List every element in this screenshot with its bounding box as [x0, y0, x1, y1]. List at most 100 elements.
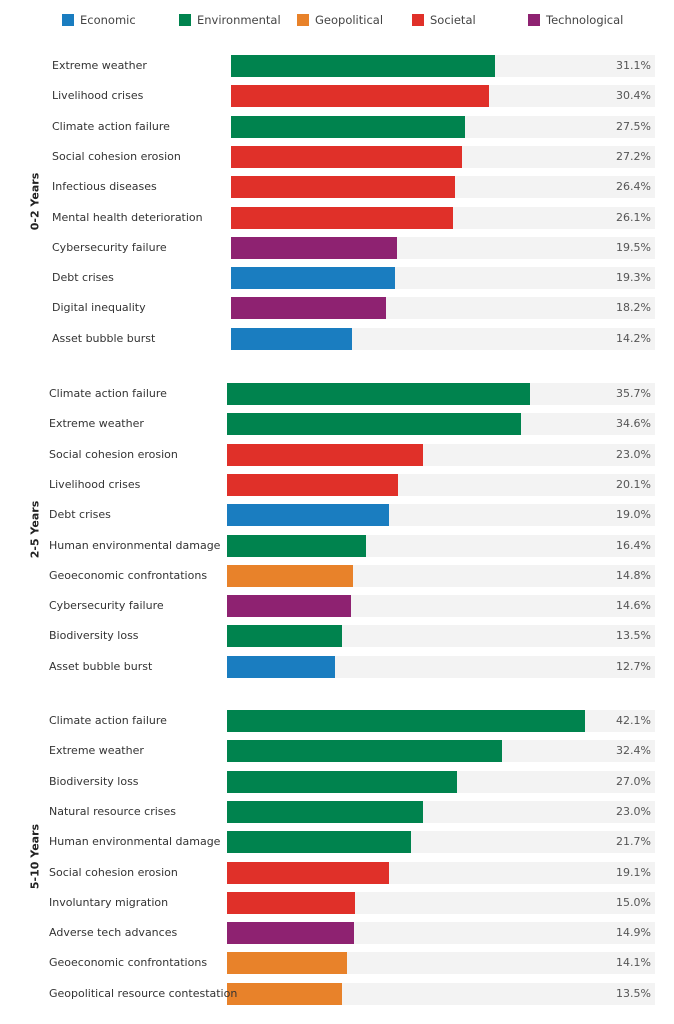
data-label: 19.5% [616, 240, 651, 254]
bar-label: Cybersecurity failure [49, 599, 164, 613]
bar [231, 115, 465, 138]
legend-swatch [62, 14, 74, 26]
bar-label: Biodiversity loss [49, 774, 139, 788]
bar [231, 55, 496, 77]
bar [227, 625, 342, 648]
data-label: 30.4% [616, 89, 651, 103]
data-label: 26.4% [616, 180, 651, 194]
bar-label: Infectious diseases [52, 180, 157, 194]
bar-label: Debt crises [52, 271, 114, 285]
bar [231, 145, 463, 168]
bar [231, 236, 397, 259]
legend-swatch [528, 14, 540, 26]
data-label: 27.2% [616, 149, 651, 163]
data-label: 19.3% [616, 271, 651, 285]
bar [231, 267, 396, 290]
bar-label: Debt crises [49, 508, 111, 522]
legend-label: Environmental [197, 13, 281, 27]
bar [227, 595, 352, 618]
bar [227, 831, 412, 854]
bar-label: Digital inequality [52, 301, 146, 315]
data-label: 21.7% [616, 835, 651, 849]
bar-label: Livelihood crises [49, 477, 141, 491]
data-label: 16.4% [616, 538, 651, 552]
data-label: 27.0% [616, 774, 651, 788]
data-label: 14.1% [616, 956, 651, 970]
legend-entry-economic: Economic [62, 13, 136, 27]
bar [227, 383, 531, 405]
bar-label: Geoeconomic confrontations [49, 956, 208, 970]
bar-label: Climate action failure [52, 119, 170, 133]
data-label: 27.5% [616, 119, 651, 133]
bar-label: Geoeconomic confrontations [49, 568, 208, 582]
legend-entry-societal: Societal [412, 13, 476, 27]
bar-label: Climate action failure [49, 714, 167, 727]
data-label: 14.2% [616, 331, 651, 345]
legend-label: Economic [80, 13, 136, 27]
bar [231, 176, 456, 199]
bar-label: Social cohesion erosion [49, 865, 178, 879]
bar [231, 297, 386, 320]
bar-label: Human environmental damage [49, 538, 221, 552]
bar-label: Biodiversity loss [49, 629, 139, 643]
data-label: 14.6% [616, 599, 651, 613]
data-label: 20.1% [616, 477, 651, 491]
bar-label: Cybersecurity failure [52, 240, 167, 254]
bar-label: Geopolitical resource contestation [49, 986, 238, 1000]
bar-label: Asset bubble burst [52, 331, 156, 345]
bar-label: Adverse tech advances [49, 926, 178, 940]
bar [227, 800, 423, 823]
data-label: 15.0% [616, 895, 651, 909]
bar [227, 891, 355, 914]
data-label: 31.1% [616, 59, 651, 72]
legend-label: Societal [430, 13, 476, 27]
data-label: 14.9% [616, 926, 651, 940]
legend-label: Technological [546, 13, 624, 27]
bar-label: Extreme weather [49, 417, 144, 431]
data-label: 42.1% [616, 714, 651, 727]
data-label: 34.6% [616, 417, 651, 431]
bar [227, 710, 585, 732]
bar [227, 564, 353, 587]
legend-swatch [179, 14, 191, 26]
bar-label: Extreme weather [52, 59, 147, 72]
bar [227, 413, 522, 436]
bar [227, 443, 423, 466]
data-label: 14.8% [616, 568, 651, 582]
data-label: 13.5% [616, 629, 651, 643]
data-label: 12.7% [616, 659, 651, 673]
bar [227, 952, 347, 975]
data-label: 19.0% [616, 508, 651, 522]
bar [227, 770, 457, 793]
bar [227, 922, 354, 945]
bar-label: Natural resource crises [49, 804, 176, 818]
bar [231, 327, 352, 350]
bar-label: Human environmental damage [49, 835, 221, 849]
bar-label: Social cohesion erosion [52, 149, 181, 163]
bar [227, 534, 367, 557]
group-label: 0-2 Years [28, 173, 42, 231]
group-label: 5-10 Years [28, 824, 42, 890]
legend-entry-technological: Technological [528, 13, 623, 27]
data-label: 23.0% [616, 447, 651, 461]
legend-swatch [297, 14, 309, 26]
data-label: 32.4% [616, 744, 651, 758]
legend-entry-environmental: Environmental [179, 13, 281, 27]
bar [231, 85, 490, 108]
bar [227, 473, 398, 496]
data-label: 26.1% [616, 210, 651, 224]
bar-label: Mental health deterioration [52, 210, 203, 224]
bar [227, 655, 335, 678]
data-label: 35.7% [616, 387, 651, 400]
bar [231, 206, 453, 229]
bar [227, 740, 503, 763]
data-label: 18.2% [616, 301, 651, 315]
bar [227, 861, 390, 884]
bar-label: Asset bubble burst [49, 659, 153, 673]
data-label: 19.1% [616, 865, 651, 879]
data-label: 13.5% [616, 986, 651, 1000]
legend-entry-geopolitical: Geopolitical [297, 13, 383, 27]
bar-label: Social cohesion erosion [49, 447, 178, 461]
bar [227, 982, 342, 1005]
